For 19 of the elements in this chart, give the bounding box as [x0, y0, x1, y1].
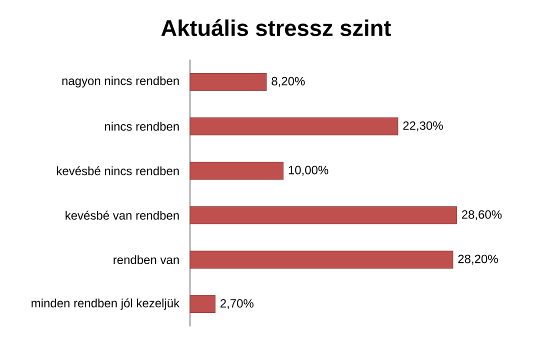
bar [190, 162, 284, 180]
data-label: 10,00% [288, 166, 328, 176]
data-label: 28,20% [458, 254, 498, 265]
bar [190, 250, 454, 269]
y-tick-label: rendben van [114, 255, 179, 264]
chart-title: Aktuális stressz szint [161, 19, 391, 36]
y-tick-label: minden rendben jól kezeljük [32, 298, 180, 310]
y-tick-label: nincs rendben [105, 122, 179, 131]
bar [190, 72, 267, 91]
bar [190, 295, 216, 314]
y-tick-label: nagyon nincs rendben [62, 76, 179, 88]
data-label: 28,60% [462, 210, 502, 220]
data-label: 22,30% [403, 121, 443, 132]
y-tick-label: kevésbé nincs rendben [57, 166, 179, 176]
data-label: 8,20% [272, 76, 305, 87]
bar [190, 117, 398, 136]
data-label: 2,70% [220, 299, 254, 310]
y-tick-label: kevésbé van rendben [66, 210, 179, 220]
bar [190, 206, 457, 224]
